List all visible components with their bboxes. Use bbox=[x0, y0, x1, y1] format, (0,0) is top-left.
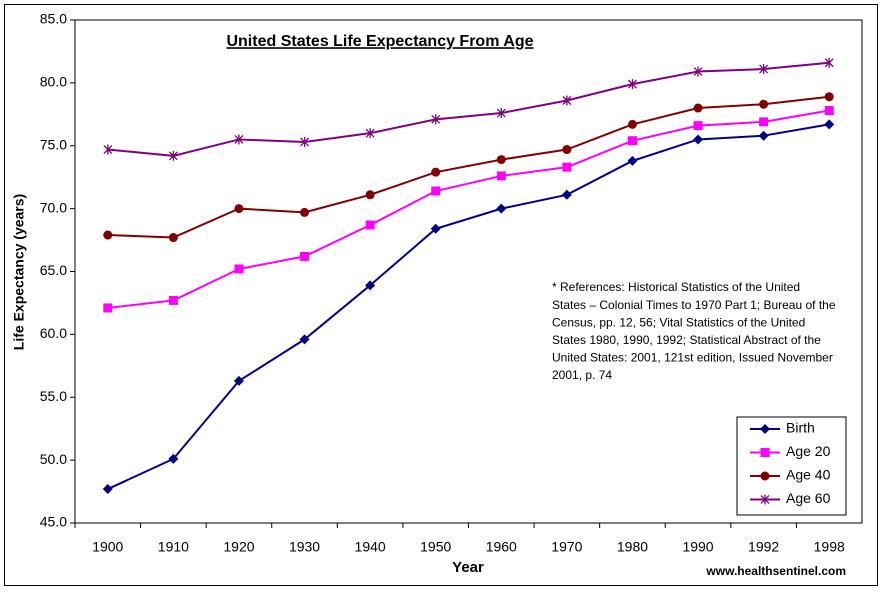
marker bbox=[562, 162, 572, 172]
marker bbox=[365, 190, 375, 200]
marker bbox=[234, 264, 244, 274]
marker bbox=[759, 117, 769, 127]
y-tick-label: 50.0 bbox=[40, 451, 67, 467]
marker bbox=[300, 136, 310, 147]
legend-label: Age 40 bbox=[786, 467, 831, 483]
marker bbox=[627, 119, 637, 129]
marker bbox=[693, 134, 704, 145]
chart-title: United States Life Expectancy From Age bbox=[226, 33, 533, 50]
annotation: United States: 2001, 121st edition, Issu… bbox=[552, 351, 833, 365]
marker bbox=[496, 203, 507, 214]
x-tick-label: 1960 bbox=[486, 539, 517, 555]
series-line bbox=[107, 95, 830, 239]
annotation: 2001, p. 74 bbox=[552, 368, 612, 382]
marker bbox=[824, 57, 834, 68]
y-tick-label: 80.0 bbox=[40, 74, 67, 90]
y-tick-label: 60.0 bbox=[40, 325, 67, 341]
y-tick-label: 70.0 bbox=[40, 199, 67, 215]
marker bbox=[168, 233, 178, 243]
marker bbox=[562, 145, 572, 155]
marker bbox=[693, 103, 703, 113]
marker bbox=[824, 92, 834, 102]
marker bbox=[759, 64, 769, 75]
marker bbox=[365, 128, 375, 139]
y-tick-label: 65.0 bbox=[40, 262, 67, 278]
x-tick-label: 1970 bbox=[551, 539, 582, 555]
x-tick-label: 1900 bbox=[92, 539, 123, 555]
x-tick-label: 1990 bbox=[682, 539, 713, 555]
marker bbox=[627, 155, 638, 166]
x-tick-label: 1940 bbox=[355, 539, 386, 555]
marker bbox=[168, 295, 178, 305]
marker bbox=[562, 95, 572, 106]
x-axis-label: Year bbox=[452, 559, 484, 576]
marker bbox=[103, 303, 113, 313]
legend-label: Age 20 bbox=[786, 443, 831, 459]
marker bbox=[365, 220, 375, 230]
marker bbox=[300, 207, 310, 217]
marker bbox=[693, 66, 703, 77]
marker bbox=[103, 144, 113, 155]
y-tick-label: 55.0 bbox=[40, 388, 67, 404]
marker bbox=[496, 155, 506, 165]
x-tick-label: 1992 bbox=[748, 539, 779, 555]
marker bbox=[168, 150, 178, 161]
x-tick-label: 1980 bbox=[617, 539, 648, 555]
series-line bbox=[107, 123, 830, 490]
y-tick-label: 85.0 bbox=[40, 11, 67, 27]
marker bbox=[760, 494, 770, 505]
plot-area bbox=[74, 19, 863, 524]
marker bbox=[760, 471, 770, 481]
annotation: States – Colonial Times to 1970 Part 1; … bbox=[552, 298, 836, 312]
marker bbox=[431, 167, 441, 177]
x-tick-label: 1950 bbox=[420, 539, 451, 555]
marker bbox=[234, 134, 244, 145]
series-line bbox=[107, 61, 830, 157]
marker bbox=[561, 189, 572, 200]
annotation: * References: Historical Statistics of t… bbox=[552, 280, 800, 294]
y-tick-label: 45.0 bbox=[40, 514, 67, 530]
marker bbox=[431, 186, 441, 196]
marker bbox=[693, 121, 703, 131]
footer: www.healthsentinel.com bbox=[705, 564, 846, 578]
marker bbox=[627, 136, 637, 146]
y-axis-label: Life Expectancy (years) bbox=[11, 194, 27, 350]
x-tick-label: 1998 bbox=[814, 539, 845, 555]
x-tick-label: 1930 bbox=[289, 539, 320, 555]
marker bbox=[496, 171, 506, 181]
marker bbox=[431, 114, 441, 125]
marker bbox=[103, 230, 113, 240]
marker bbox=[299, 334, 310, 345]
marker bbox=[365, 280, 376, 291]
marker bbox=[234, 204, 244, 214]
marker bbox=[233, 375, 244, 386]
annotation: States 1980, 1990, 1992; Statistical Abs… bbox=[552, 333, 821, 347]
annotation: Census, pp. 12, 56; Vital Statistics of … bbox=[552, 315, 805, 329]
legend-label: Birth bbox=[786, 420, 815, 436]
marker bbox=[824, 106, 834, 116]
marker bbox=[168, 453, 179, 464]
legend-label: Age 60 bbox=[786, 490, 831, 506]
marker bbox=[430, 223, 441, 234]
y-tick-label: 75.0 bbox=[40, 136, 67, 152]
marker bbox=[102, 484, 113, 495]
marker bbox=[496, 108, 506, 119]
marker bbox=[824, 119, 835, 130]
series-line bbox=[107, 109, 830, 309]
marker bbox=[758, 130, 769, 141]
marker bbox=[759, 99, 769, 109]
marker bbox=[760, 424, 770, 434]
x-tick-label: 1920 bbox=[223, 539, 254, 555]
marker bbox=[760, 448, 770, 457]
x-tick-label: 1910 bbox=[158, 539, 189, 555]
marker bbox=[627, 79, 637, 90]
marker bbox=[300, 251, 310, 261]
